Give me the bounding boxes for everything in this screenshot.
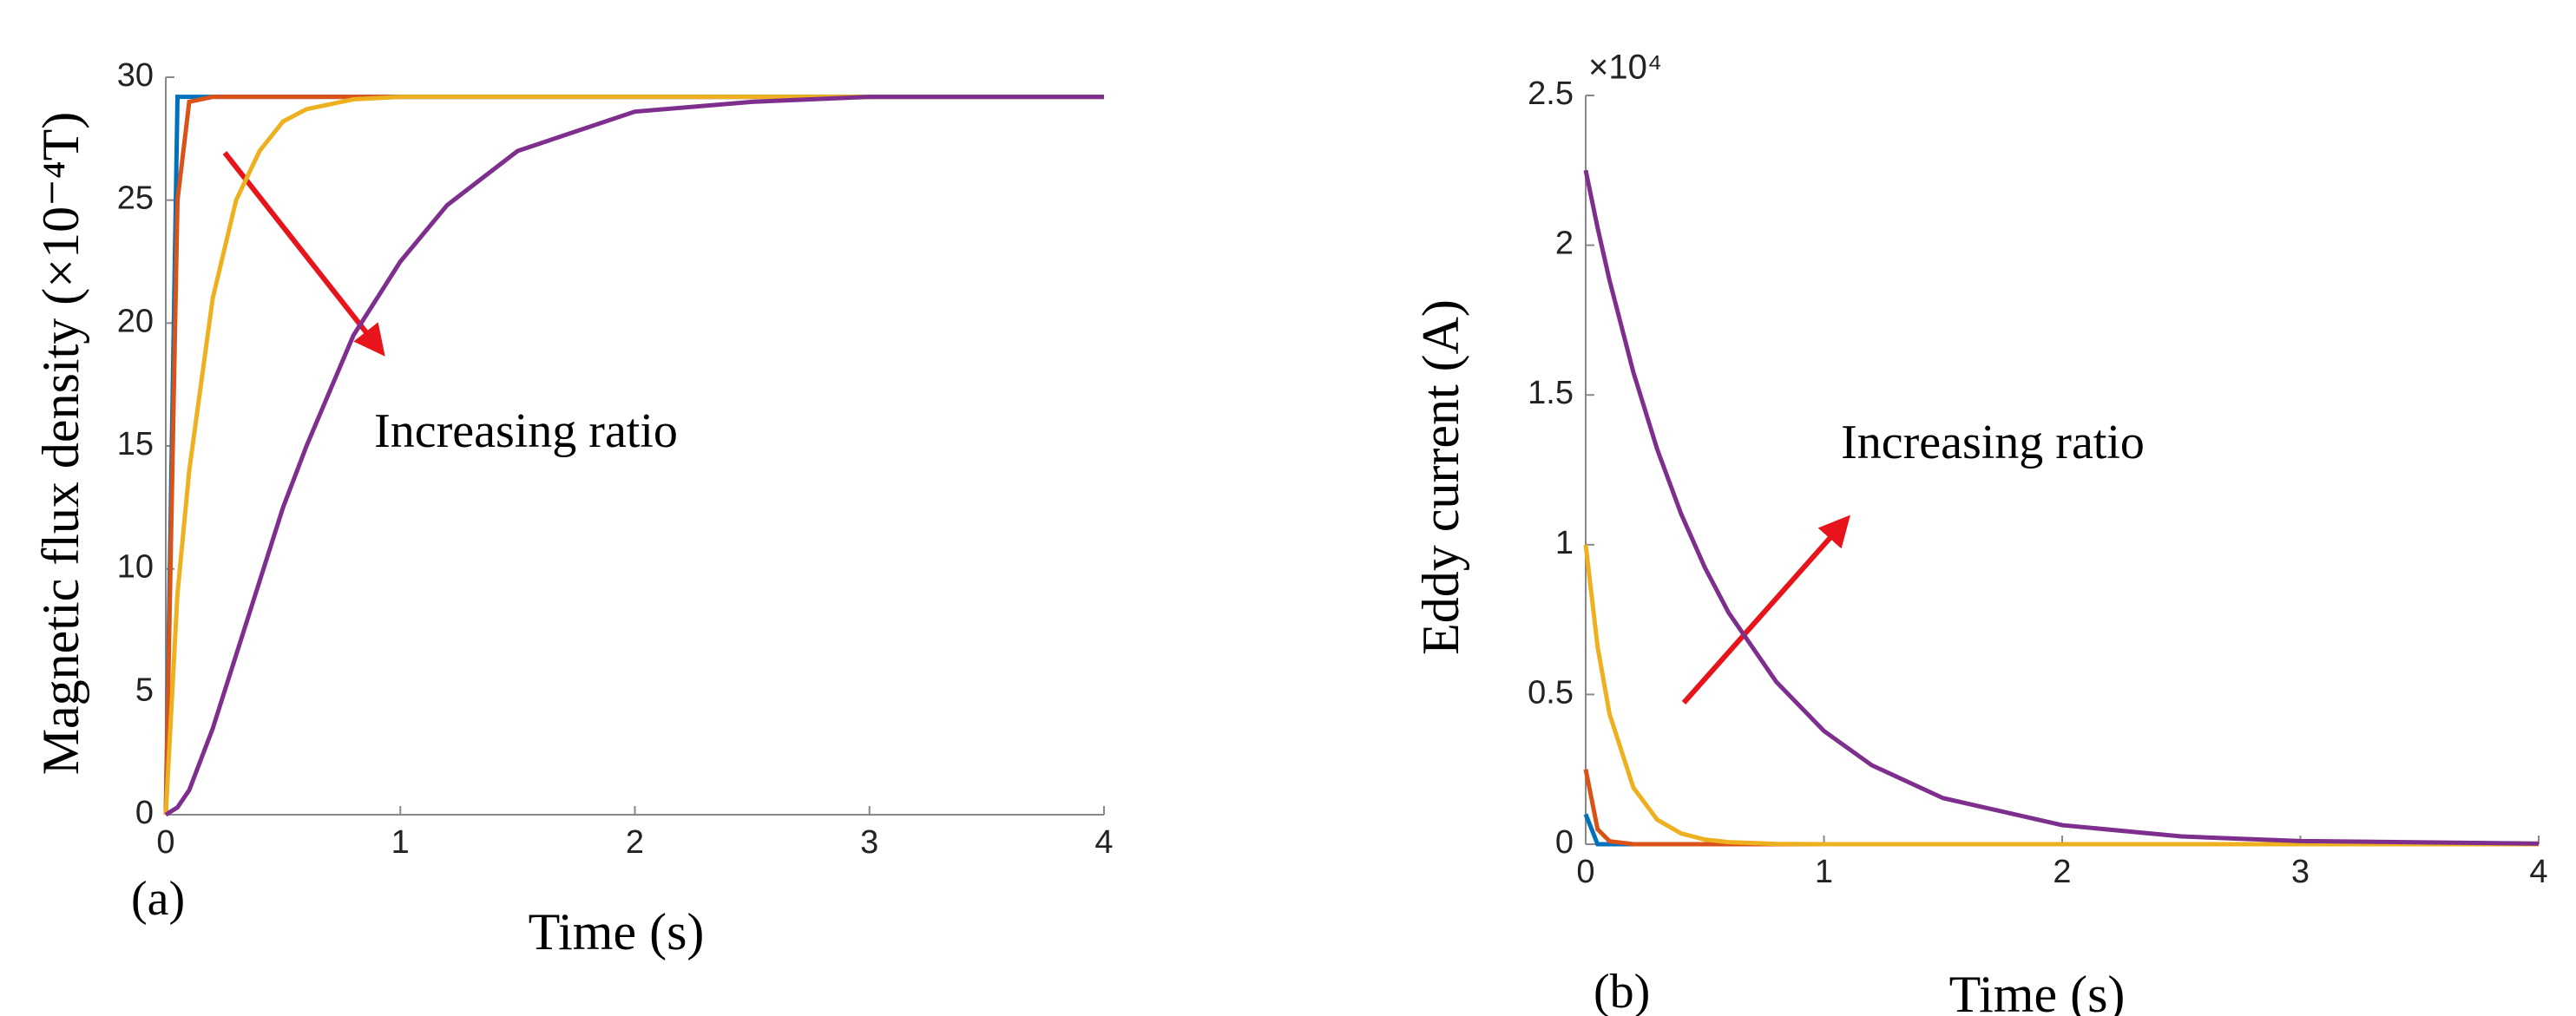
line <box>1583 544 2539 847</box>
x-tick-label: 1 <box>391 824 410 861</box>
line <box>163 95 1104 816</box>
y-tick-label: 0.5 <box>1528 674 1574 711</box>
x-tick-label: 4 <box>2529 854 2547 890</box>
x-tick-label: 0 <box>1576 854 1594 890</box>
arrow <box>222 151 385 357</box>
x-axis-label: Time (s) <box>1949 966 2126 1016</box>
x-tick-label: 4 <box>1094 824 1113 861</box>
x-tick-label: 2 <box>626 824 644 861</box>
line <box>1583 769 2539 847</box>
x-axis-label: Time (s) <box>529 903 705 960</box>
panel-label: (b) <box>1594 965 1650 1016</box>
annotation: Increasing ratio <box>374 404 678 458</box>
x-tick-label: 3 <box>2291 854 2310 890</box>
y-tick-label: 2.5 <box>1528 75 1574 112</box>
y-tick-label: 1.5 <box>1528 375 1574 411</box>
panel-label: (a) <box>131 872 185 926</box>
line <box>164 95 1104 817</box>
x-tick-label: 3 <box>860 824 878 861</box>
y-tick-label: 5 <box>135 672 154 708</box>
arrow <box>1681 515 1850 705</box>
y-tick-label: 15 <box>117 426 154 462</box>
y-tick-label: 20 <box>117 303 154 339</box>
x-tick-label: 2 <box>2053 854 2071 890</box>
x-tick-label: 1 <box>1815 854 1833 890</box>
x-tick-label: 0 <box>156 824 174 861</box>
y-axis-label: Eddy current (A) <box>1412 299 1469 655</box>
annotation: Increasing ratio <box>1841 416 2145 469</box>
y-tick-label: 30 <box>117 57 154 94</box>
y-axis-label: Magnetic flux density (×10⁻⁴T) <box>32 112 89 776</box>
y-multiplier: ×10⁴ <box>1588 49 1662 87</box>
y-tick-label: 1 <box>1555 525 1574 561</box>
y-tick-label: 0 <box>135 795 154 831</box>
y-tick-label: 25 <box>117 180 154 217</box>
y-tick-label: 0 <box>1555 824 1574 861</box>
y-tick-label: 10 <box>117 549 154 586</box>
y-tick-label: 2 <box>1555 226 1574 262</box>
line <box>1583 169 2540 846</box>
